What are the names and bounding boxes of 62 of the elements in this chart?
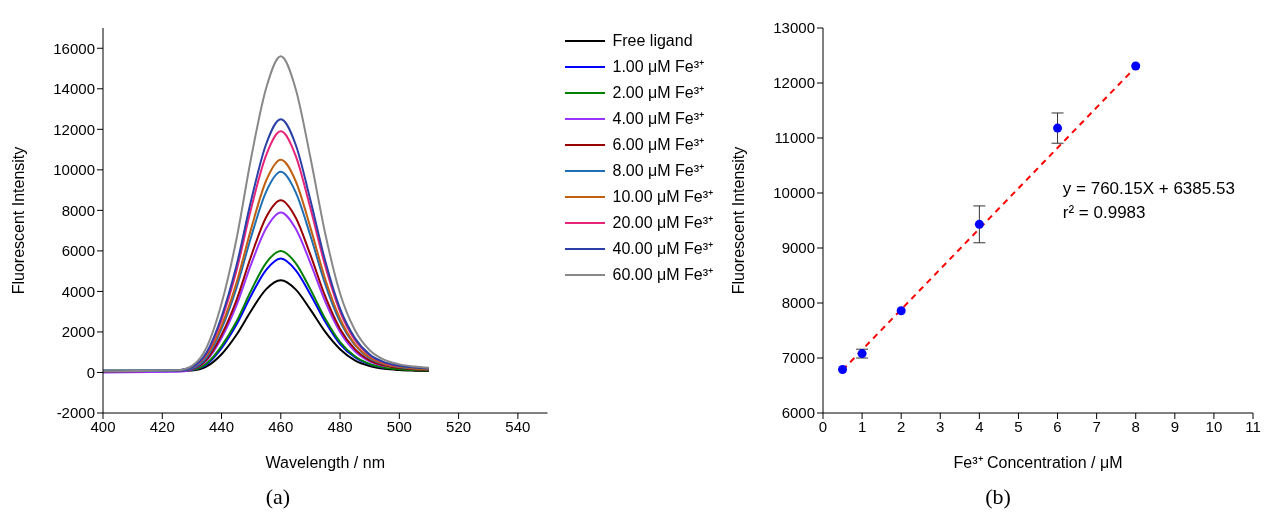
y-tick-label: 13000 xyxy=(773,19,815,37)
text: (a) xyxy=(264,484,292,510)
x-tick-label: 11 xyxy=(1245,417,1261,435)
annotation: r² = 0.9983 xyxy=(1062,202,1147,225)
x-tick-label: 4 xyxy=(975,417,984,435)
y-tick-label: 0 xyxy=(86,363,95,381)
annotation: y = 760.15X + 6385.53 xyxy=(1062,178,1235,201)
y-tick-label: 7000 xyxy=(781,349,815,367)
y-tick-label: 4000 xyxy=(61,282,95,300)
legend-label: Free ligand xyxy=(612,31,693,51)
x-tick-label: 1 xyxy=(857,417,867,435)
point xyxy=(974,219,984,229)
y-axis-title: Fluorescent Intensity xyxy=(9,146,27,295)
point xyxy=(896,306,906,316)
x-tick-label: 420 xyxy=(149,417,175,435)
y-tick-label: 14000 xyxy=(53,80,95,98)
line-series xyxy=(190,158,430,371)
x-axis-title: Wavelength / nm xyxy=(265,454,385,471)
legend-label: 20.00 μM Fe³⁺ xyxy=(612,213,713,233)
legend-label: 2.00 μM Fe³⁺ xyxy=(612,83,705,103)
x-tick-label: 5 xyxy=(1014,417,1023,435)
legend-label: 10.00 μM Fe³⁺ xyxy=(612,187,713,207)
x-tick-label: 480 xyxy=(327,417,353,435)
legend-label: 1.00 μM Fe³⁺ xyxy=(612,57,705,77)
line-series xyxy=(176,130,401,372)
y-tick-label: 11000 xyxy=(774,129,815,147)
x-tick-label: 540 xyxy=(505,417,531,435)
y-tick-label: 16000 xyxy=(53,39,95,57)
legend-label: 4.00 μM Fe³⁺ xyxy=(612,109,705,129)
y-tick-label: 2000 xyxy=(61,323,95,341)
x-tick-label: 2 xyxy=(897,417,906,435)
x-tick-label: 8 xyxy=(1131,417,1140,435)
legend-label: 40.00 μM Fe³⁺ xyxy=(612,239,713,259)
x-tick-label: 460 xyxy=(268,417,294,435)
x-axis-title: Fe³⁺ Concentration / μM xyxy=(953,454,1123,471)
x-tick-label: 9 xyxy=(1170,417,1179,435)
line-series xyxy=(103,211,386,374)
x-tick-label: 0 xyxy=(818,417,828,435)
x-tick-label: 500 xyxy=(386,417,412,435)
point xyxy=(1131,61,1141,71)
y-tick-label: 10000 xyxy=(773,184,815,202)
y-tick-label: 9000 xyxy=(781,239,815,257)
y-tick-label: 12000 xyxy=(53,120,95,138)
text: (b) xyxy=(984,484,1012,510)
point xyxy=(1053,123,1063,133)
x-tick-label: 7 xyxy=(1092,417,1101,435)
y-tick-label: 8000 xyxy=(61,201,95,219)
x-tick-label: 10 xyxy=(1205,417,1223,435)
y-tick-label: 12000 xyxy=(773,74,815,92)
x-tick-label: 3 xyxy=(936,417,945,435)
legend-label: 60.00 μM Fe³⁺ xyxy=(612,265,713,285)
legend-label: 8.00 μM Fe³⁺ xyxy=(612,161,705,181)
y-tick-label: 6000 xyxy=(61,242,95,260)
x-tick-label: 440 xyxy=(209,417,235,435)
x-tick-label: 520 xyxy=(446,417,472,435)
point xyxy=(838,365,848,375)
y-axis-title: Fluorescent Intensity xyxy=(729,146,747,295)
x-tick-label: 6 xyxy=(1053,417,1062,435)
y-tick-label: 10000 xyxy=(53,161,95,179)
legend-label: 6.00 μM Fe³⁺ xyxy=(612,135,705,155)
y-tick-label: 6000 xyxy=(781,404,815,422)
y-tick-label: 8000 xyxy=(781,294,815,312)
